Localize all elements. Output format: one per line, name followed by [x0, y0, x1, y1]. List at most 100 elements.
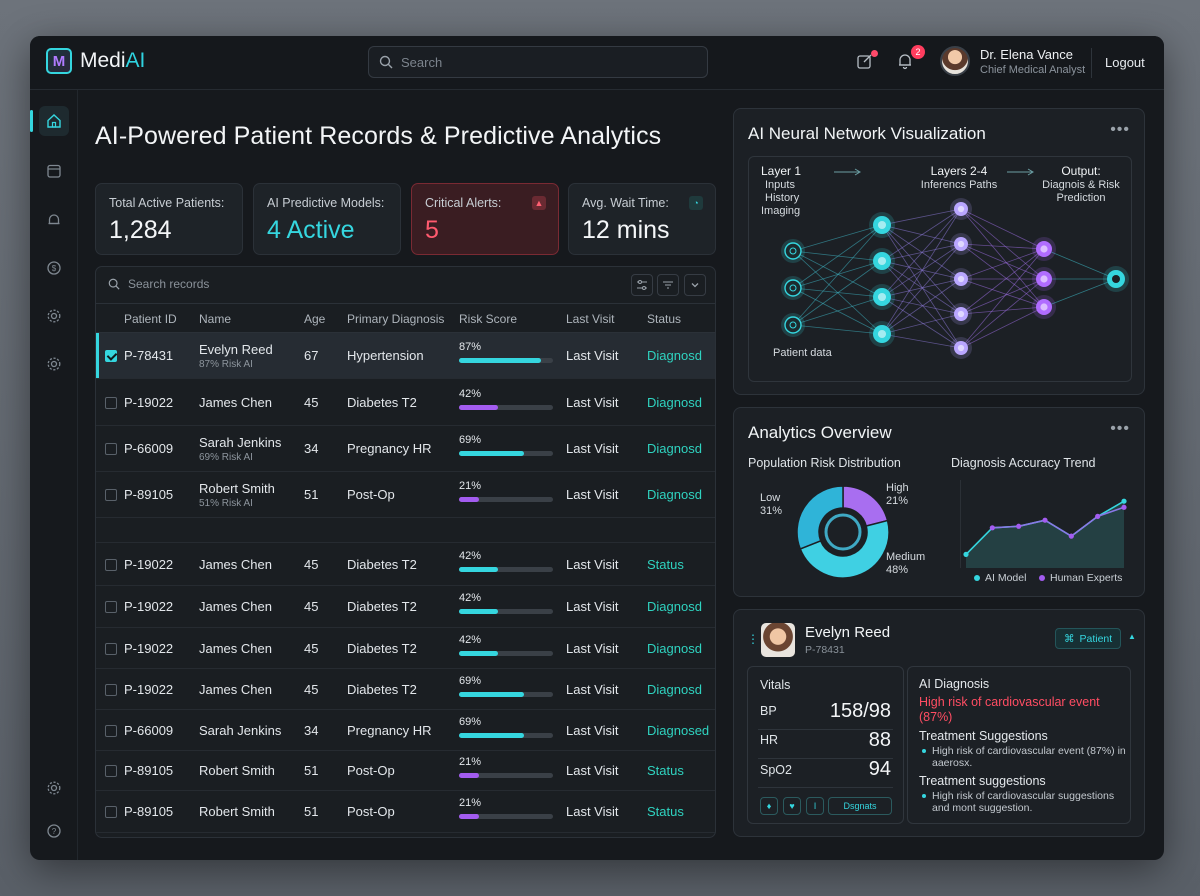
table-row[interactable]: P-19022 James Chen 45 Diabetes T2 69% Last Vi…: [96, 669, 715, 710]
row-checkbox[interactable]: [105, 489, 117, 501]
drop-icon[interactable]: ♦: [760, 797, 778, 815]
patient-tag[interactable]: ⌘ Patient: [1055, 628, 1122, 649]
col-risk-score[interactable]: Risk Score: [459, 312, 518, 326]
table-row[interactable]: P-19022 James Chen 45 Diabetes T2 42% Last Vi…: [96, 628, 715, 669]
calendar-icon[interactable]: [39, 156, 69, 186]
row-checkbox[interactable]: [105, 683, 117, 696]
table-row[interactable]: P-78431 Evelyn Reed 87% Risk AI 67 Hypertens…: [96, 333, 715, 379]
cell-status[interactable]: Diagnosd: [647, 640, 702, 656]
bell-icon[interactable]: [39, 205, 69, 235]
cell-status[interactable]: Diagnosd: [647, 681, 702, 697]
logout-button[interactable]: Logout: [1105, 55, 1145, 70]
kpi-total-patients[interactable]: Total Active Patients: 1,284: [95, 183, 243, 255]
cell-status[interactable]: Diagnosd: [647, 487, 702, 502]
table-row[interactable]: P-89105 Robert Smith 51 Post-Op 21% Last Visi…: [96, 791, 715, 833]
home-icon[interactable]: [30, 106, 69, 136]
table-row[interactable]: P-89105 Robert Smith 51 Post-Op 21% Last Visi…: [96, 751, 715, 791]
cell-status[interactable]: Diagnosed: [647, 722, 710, 738]
row-checkbox[interactable]: [105, 765, 117, 777]
kpi-ai-models[interactable]: AI Predictive Models: 4 Active: [253, 183, 401, 255]
search-input[interactable]: [401, 54, 681, 70]
cell-name[interactable]: Sarah Jenkins: [199, 722, 282, 738]
col-name[interactable]: Name: [199, 312, 232, 326]
cell-status[interactable]: Diagnosd: [647, 441, 702, 456]
cell-status[interactable]: Status: [647, 556, 684, 572]
risk-bar: [459, 609, 553, 614]
row-checkbox[interactable]: [105, 806, 117, 818]
more-options-icon[interactable]: •••: [1110, 121, 1130, 138]
settings-bottom-icon[interactable]: [39, 773, 69, 803]
row-checkbox[interactable]: [105, 558, 117, 571]
heart-icon[interactable]: ♥: [783, 797, 801, 815]
trend-line-human-experts: [992, 506, 1125, 538]
table-row[interactable]: P-19022 James Chen 45 Diabetes T2 42% Last Vi…: [96, 586, 715, 628]
trend-point[interactable]: [963, 551, 969, 557]
pie-slice-low[interactable]: [796, 485, 844, 550]
filter-icon[interactable]: [657, 274, 679, 296]
col-diagnosis[interactable]: Primary Diagnosis: [347, 312, 445, 326]
notification-bell-icon[interactable]: 2: [896, 45, 925, 74]
cell-name[interactable]: Robert Smith: [199, 763, 275, 778]
pie-slice-medium[interactable]: [799, 519, 890, 579]
cell-name[interactable]: Evelyn Reed: [199, 342, 273, 357]
gear-icon[interactable]: [39, 349, 69, 379]
settings-icon[interactable]: [39, 301, 69, 331]
table-row[interactable]: P-19022 James Chen 45 Diabetes T2 42% Last Vi…: [96, 380, 715, 426]
cell-name[interactable]: James Chen: [199, 556, 272, 572]
svg-text:$: $: [52, 264, 57, 273]
cell-status[interactable]: Diagnosd: [647, 395, 702, 410]
col-last-visit[interactable]: Last Visit: [566, 312, 615, 326]
cell-name[interactable]: Robert Smith: [199, 481, 275, 496]
trend-point[interactable]: [1121, 498, 1127, 504]
brand[interactable]: M MediAI: [46, 48, 145, 74]
cell-name[interactable]: James Chen: [199, 640, 272, 656]
cell-name[interactable]: Sarah Jenkins: [199, 435, 282, 450]
col-patient-id[interactable]: Patient ID: [124, 312, 177, 326]
more-options-icon[interactable]: •••: [1110, 420, 1130, 437]
col-age[interactable]: Age: [304, 312, 326, 326]
help-icon[interactable]: ?: [39, 816, 69, 846]
user-profile[interactable]: Dr. Elena Vance Chief Medical Analyst: [940, 46, 1085, 76]
drag-handle-icon[interactable]: ⋮: [747, 632, 759, 646]
cell-status[interactable]: Diagnosd: [647, 599, 702, 614]
trend-point[interactable]: [1068, 533, 1074, 539]
row-checkbox[interactable]: [105, 601, 117, 613]
table-search-input[interactable]: [128, 277, 428, 291]
table-row[interactable]: P-19022 James Chen 45 Diabetes T2 42% Last Vi…: [96, 543, 715, 586]
cell-age: 34: [304, 441, 319, 456]
support-icon[interactable]: $: [39, 253, 69, 283]
global-search[interactable]: [368, 46, 708, 78]
cell-status[interactable]: Status: [647, 763, 684, 778]
trend-point[interactable]: [989, 525, 995, 531]
table-row[interactable]: P-89105 Robert Smith 51% Risk AI 51 Post-Op 2…: [96, 472, 715, 518]
row-checkbox[interactable]: [105, 724, 117, 737]
trend-point[interactable]: [1121, 504, 1127, 510]
table-search[interactable]: [108, 277, 428, 291]
cell-name[interactable]: Robert Smith: [199, 804, 275, 819]
thermometer-icon[interactable]: ǀ: [806, 797, 824, 815]
cell-status[interactable]: Status: [647, 804, 684, 819]
chevron-up-icon[interactable]: ▲: [1128, 632, 1136, 641]
table-row[interactable]: P-66009 Sarah Jenkins 34 Pregnancy HR 69% Las…: [96, 710, 715, 751]
edit-icon[interactable]: [856, 50, 878, 74]
chevron-down-icon[interactable]: [684, 274, 706, 296]
row-checkbox[interactable]: [105, 642, 117, 655]
columns-icon[interactable]: [631, 274, 653, 296]
kpi-critical-alerts[interactable]: Critical Alerts: 5 ▲: [411, 183, 559, 255]
col-status[interactable]: Status: [647, 312, 682, 326]
trend-point[interactable]: [1042, 517, 1048, 523]
row-checkbox[interactable]: [105, 397, 117, 409]
trend-point[interactable]: [1095, 513, 1101, 519]
cell-status[interactable]: Diagnosd: [647, 348, 702, 363]
diagnostics-button[interactable]: Dsgnats: [828, 797, 892, 815]
trend-point[interactable]: [1016, 523, 1022, 529]
risk-bar: [459, 497, 553, 502]
cell-name[interactable]: James Chen: [199, 681, 272, 697]
cell-name[interactable]: James Chen: [199, 599, 272, 614]
kpi-wait-time[interactable]: Avg. Wait Time: 12 mins ◔: [568, 183, 716, 255]
row-checkbox[interactable]: [105, 350, 117, 362]
cell-name[interactable]: James Chen: [199, 395, 272, 410]
table-row[interactable]: P-66009 Sarah Jenkins 69% Risk AI 34 Pregnan…: [96, 426, 715, 472]
notification-count-badge: 2: [911, 45, 925, 59]
row-checkbox[interactable]: [105, 443, 117, 455]
